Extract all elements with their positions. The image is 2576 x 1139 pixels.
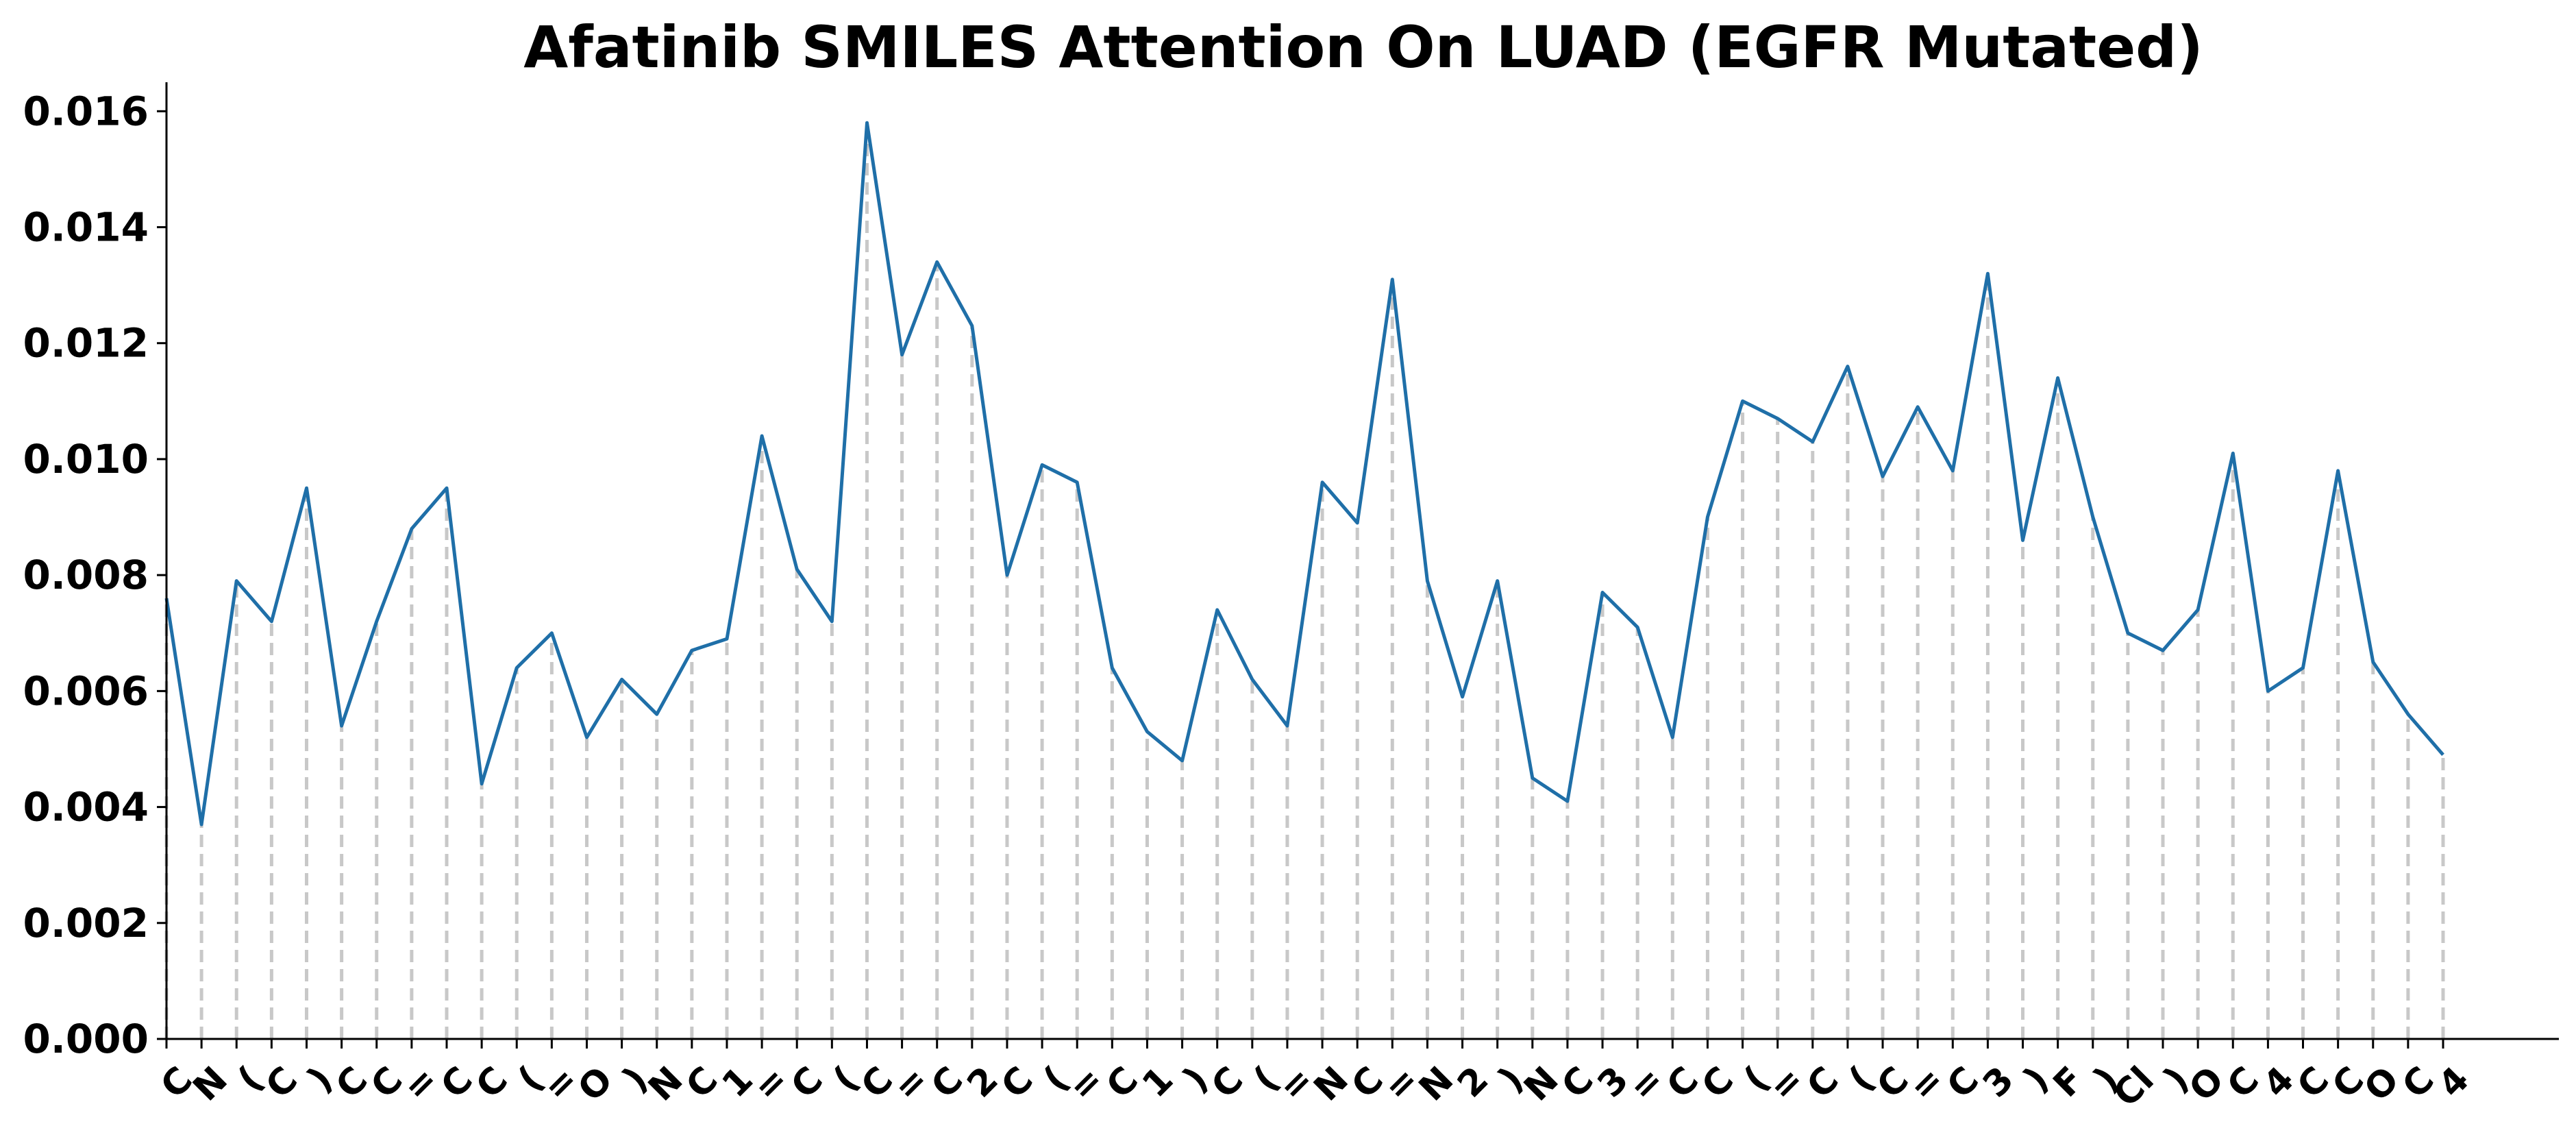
x-tick-label: F [2046, 1059, 2092, 1105]
chart-title: Afatinib SMILES Attention On LUAD (EGFR … [523, 14, 2203, 81]
x-tick-label: O [2357, 1059, 2407, 1110]
y-tick-label: 0.000 [23, 1016, 149, 1062]
y-tick-label: 0.004 [23, 784, 149, 831]
y-axis: 0.000 0.002 0.004 0.006 0.008 0.010 0.012 0.014… [23, 82, 168, 1062]
x-tick-label: N [186, 1059, 236, 1109]
x-tick-label: O [2181, 1059, 2232, 1110]
x-tick-label: 4 [2431, 1059, 2477, 1105]
x-tick-label: = [746, 1059, 796, 1109]
x-tick-label: = [1761, 1059, 1811, 1109]
y-tick-label: 0.016 [23, 88, 149, 134]
y-tick-label: 0.012 [23, 320, 149, 367]
y-tick-label: 0.006 [23, 668, 149, 714]
x-tick-label: C [993, 1059, 1041, 1106]
x-tick-label: O [571, 1059, 621, 1110]
x-tick-label: C [1799, 1059, 1846, 1106]
x-tick-label: 2 [1450, 1059, 1496, 1105]
y-tick-label: 0.002 [23, 900, 149, 946]
x-tick-label: Cl [2106, 1059, 2162, 1115]
x-tick-label: = [1902, 1059, 1952, 1109]
x-tick-label: C [1940, 1059, 1987, 1106]
x-axis: CN(C)CC=CC(=O)NC1=C(C=C2C(=C1)C(=NC=N2)N… [153, 1038, 2559, 1115]
y-tick-label: 0.010 [23, 436, 149, 482]
x-tick-label: = [395, 1059, 445, 1109]
x-tick-label: N [641, 1059, 691, 1109]
x-tick-label: 3 [1975, 1059, 2022, 1105]
x-tick-label: C [2394, 1059, 2442, 1106]
x-tick-label: C [258, 1059, 306, 1106]
x-tick-label: C [1694, 1059, 1742, 1106]
x-tick-label: C [468, 1059, 515, 1106]
x-tick-label: = [1061, 1059, 1111, 1109]
x-tick-label: = [1622, 1059, 1672, 1109]
x-tick-label: N [1516, 1059, 1566, 1109]
x-tick-label: C [678, 1059, 726, 1106]
x-tick-label: N [1306, 1059, 1357, 1109]
y-tick-label: 0.008 [23, 552, 149, 598]
x-tick-label: C [1554, 1059, 1601, 1106]
x-tick-label: C [2220, 1059, 2267, 1106]
x-tick-label: C [1099, 1059, 1146, 1106]
x-tick-label: 1 [1135, 1059, 1181, 1105]
attention-series-line [164, 121, 2444, 826]
x-tick-label: C [1204, 1059, 1251, 1106]
x-tick-label: N [1411, 1059, 1461, 1109]
x-tick-label: = [886, 1059, 936, 1109]
drop-lines [164, 123, 2445, 1039]
x-tick-label: C [784, 1059, 831, 1106]
y-tick-label: 0.014 [23, 204, 149, 251]
x-tick-label: C [924, 1059, 971, 1106]
